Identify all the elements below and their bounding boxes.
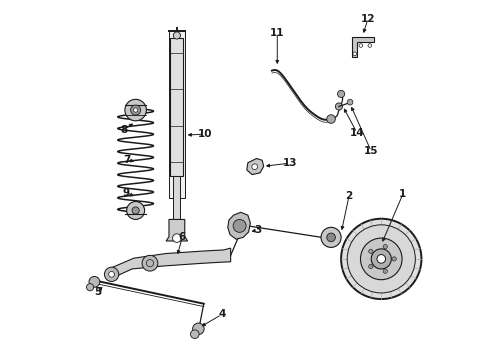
Circle shape — [131, 105, 141, 115]
Circle shape — [233, 220, 246, 232]
Polygon shape — [166, 220, 188, 241]
Circle shape — [132, 207, 139, 214]
Circle shape — [377, 255, 386, 263]
Circle shape — [172, 234, 181, 242]
Text: 1: 1 — [399, 189, 406, 199]
Circle shape — [89, 276, 100, 287]
FancyBboxPatch shape — [171, 39, 183, 176]
Circle shape — [109, 271, 115, 277]
Text: 4: 4 — [218, 310, 225, 319]
Polygon shape — [109, 248, 231, 280]
Circle shape — [368, 44, 371, 47]
Text: 10: 10 — [197, 129, 212, 139]
Circle shape — [353, 52, 357, 55]
Polygon shape — [228, 212, 250, 239]
Circle shape — [341, 219, 421, 299]
Circle shape — [173, 32, 180, 39]
Circle shape — [359, 44, 363, 47]
Circle shape — [125, 99, 147, 121]
Text: 6: 6 — [179, 232, 186, 242]
Circle shape — [368, 264, 373, 269]
Text: 14: 14 — [349, 128, 364, 138]
Circle shape — [383, 244, 388, 249]
Circle shape — [191, 330, 199, 338]
Circle shape — [321, 227, 341, 247]
Circle shape — [133, 108, 138, 112]
Text: 12: 12 — [361, 14, 375, 24]
Circle shape — [338, 90, 344, 98]
Text: 7: 7 — [123, 155, 130, 165]
Text: 11: 11 — [270, 28, 285, 38]
Circle shape — [126, 202, 145, 220]
Circle shape — [87, 284, 94, 291]
FancyBboxPatch shape — [173, 176, 180, 220]
Circle shape — [252, 164, 258, 170]
Circle shape — [104, 267, 119, 282]
Circle shape — [327, 115, 335, 123]
Circle shape — [142, 255, 158, 271]
Circle shape — [335, 103, 343, 110]
Circle shape — [392, 257, 396, 261]
Text: 2: 2 — [345, 191, 353, 201]
Text: 9: 9 — [122, 188, 129, 198]
Text: 3: 3 — [254, 225, 261, 235]
Circle shape — [347, 99, 353, 105]
Circle shape — [383, 269, 388, 273]
Text: 13: 13 — [283, 158, 297, 168]
Circle shape — [327, 233, 335, 242]
FancyBboxPatch shape — [169, 31, 185, 198]
Polygon shape — [352, 37, 374, 57]
Circle shape — [361, 238, 402, 280]
Polygon shape — [247, 158, 264, 175]
Text: 8: 8 — [120, 125, 127, 135]
Text: 5: 5 — [95, 287, 101, 297]
Circle shape — [371, 249, 392, 269]
Text: 15: 15 — [364, 146, 378, 156]
Circle shape — [193, 323, 204, 334]
Circle shape — [347, 225, 416, 293]
Circle shape — [368, 249, 373, 253]
